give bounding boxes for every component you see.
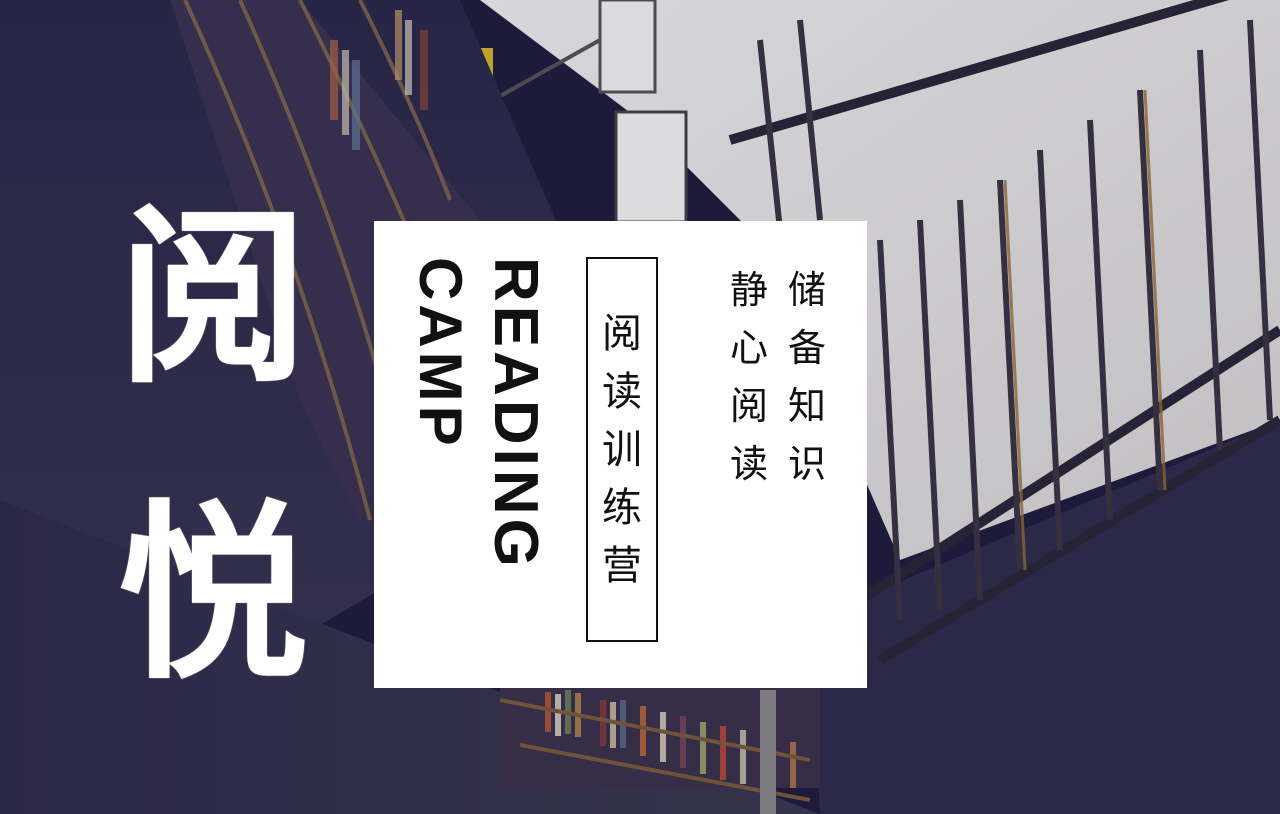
slogan-char: 静 — [730, 268, 769, 312]
title-cn-box: 阅 读 训 练 营 — [586, 257, 658, 642]
title-cn-char: 营 — [602, 542, 642, 589]
title-cn-char: 读 — [602, 368, 642, 415]
slogan-char: 识 — [788, 442, 827, 486]
title-cn-char: 练 — [602, 484, 642, 531]
title-en-camp: CAMP — [407, 257, 474, 450]
slogan-char: 储 — [788, 268, 827, 312]
title-en-reading: READING — [481, 257, 550, 571]
slogan-char: 备 — [788, 326, 827, 370]
slogan-char: 阅 — [730, 384, 769, 428]
hero-char-yue-read: 阅 — [118, 188, 309, 409]
title-card: READING CAMP 阅 读 训 练 营 储 备 知 识 静 心 阅 读 — [374, 221, 867, 688]
slogan-left: 静 心 阅 读 — [730, 261, 768, 493]
slogan-char: 知 — [788, 384, 827, 428]
slogan-right: 储 备 知 识 — [788, 261, 826, 493]
slogan-char: 读 — [730, 442, 769, 486]
title-cn-char: 阅 — [602, 310, 642, 357]
slogan-char: 心 — [730, 326, 769, 370]
title-cn-char: 训 — [602, 426, 642, 473]
hero-char-yue-joy: 悦 — [118, 484, 309, 705]
